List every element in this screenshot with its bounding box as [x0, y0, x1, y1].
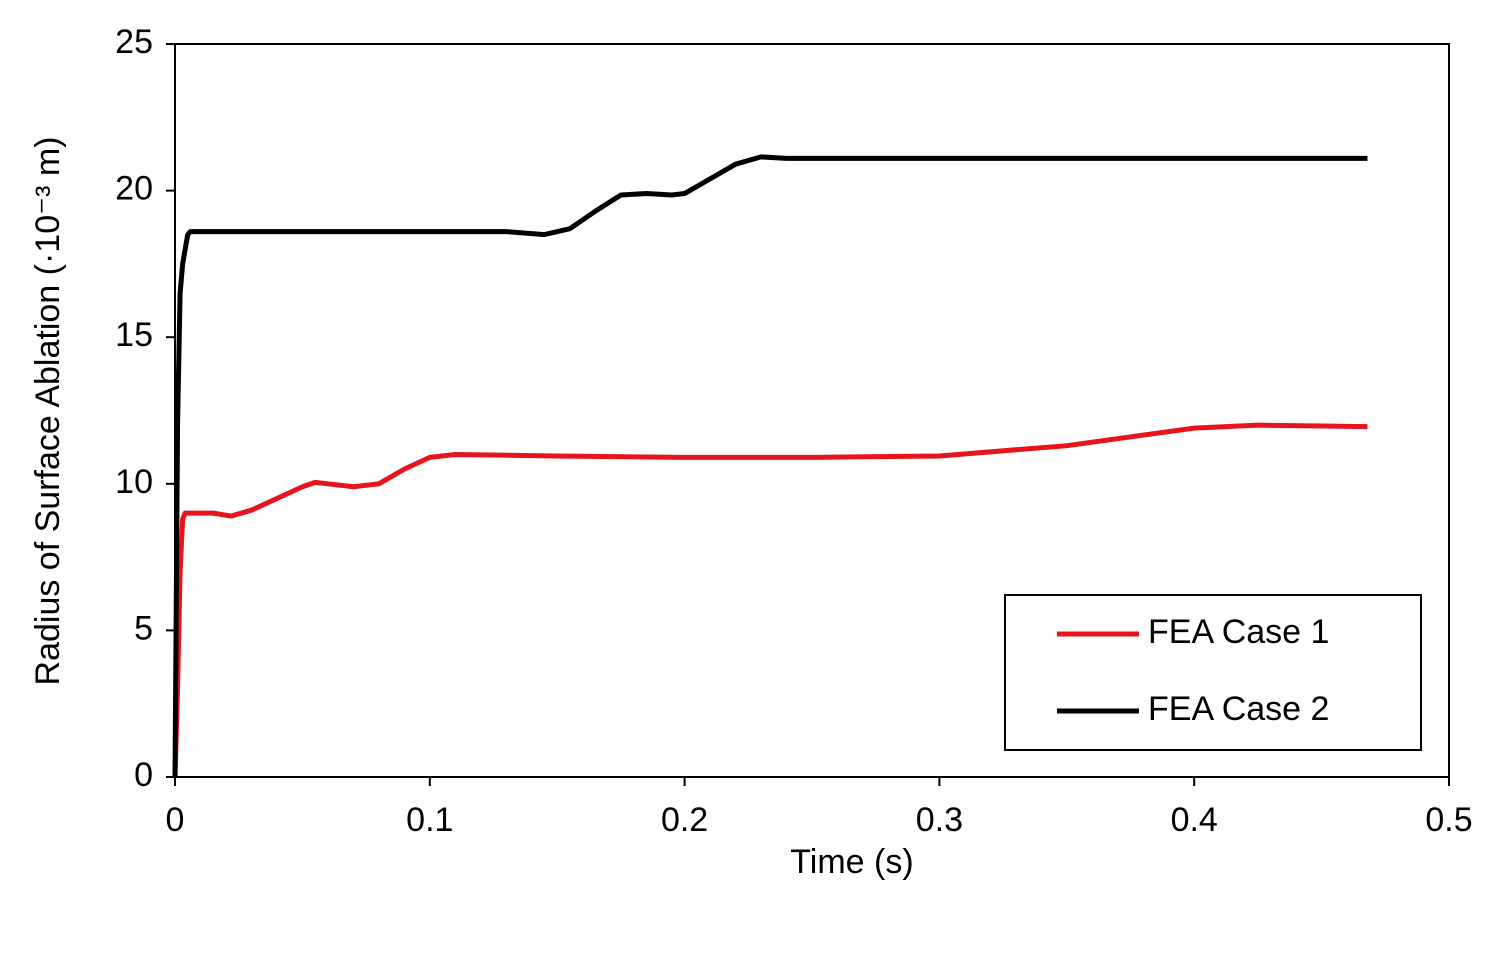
x-tick-label: 0.4	[1171, 801, 1218, 839]
plot-frame	[174, 43, 1450, 778]
y-axis-label: Radius of Surface Ablation (·10⁻³ m)	[29, 137, 67, 686]
x-axis-label: Time (s)	[790, 843, 913, 881]
y-tick-label: 5	[134, 609, 153, 647]
x-tick-label: 0.2	[661, 801, 708, 839]
data-line	[172, 422, 1368, 778]
data-line	[172, 154, 1368, 778]
x-tick-label: 0.5	[1425, 801, 1472, 839]
legend-box	[1004, 594, 1422, 751]
x-tick-label: 0.3	[916, 801, 963, 839]
x-tick-label: 0	[166, 801, 185, 839]
y-tick-label: 20	[115, 170, 153, 208]
legend-label: FEA Case 1	[1148, 613, 1329, 651]
y-tick-label: 0	[134, 756, 153, 794]
y-tick-label: 10	[115, 463, 153, 501]
y-tick-label: 15	[115, 316, 153, 354]
y-tick-label: 25	[115, 23, 153, 61]
legend-label: FEA Case 2	[1148, 690, 1329, 728]
x-tick-label: 0.1	[406, 801, 453, 839]
